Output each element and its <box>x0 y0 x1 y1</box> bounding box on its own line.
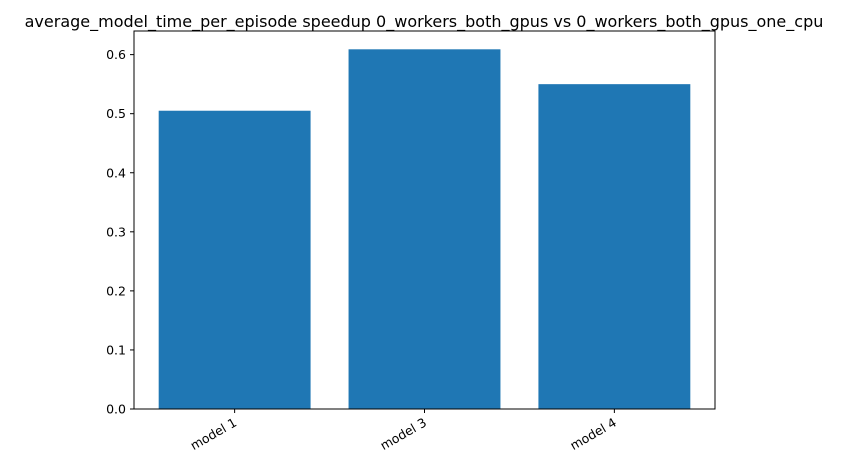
x-tick-label-model-1: model 1 <box>188 415 240 453</box>
x-axis: model 1 model 3 model 4 <box>188 409 619 453</box>
bar-model-4 <box>538 84 691 409</box>
chart-title: average_model_time_per_episode speedup 0… <box>25 12 824 32</box>
y-tick-label: 0.5 <box>106 106 126 121</box>
y-tick-label: 0.1 <box>106 342 126 357</box>
plot-area-frame <box>133 30 716 410</box>
bars-group <box>158 49 691 409</box>
y-tick-label: 0.6 <box>106 47 126 62</box>
x-tick-label-model-4: model 4 <box>567 415 619 453</box>
y-tick-label: 0.2 <box>106 283 126 298</box>
y-tick-label: 0.0 <box>106 402 126 417</box>
x-tick-label-model-3: model 3 <box>377 415 429 453</box>
y-axis: 0.0 0.1 0.2 0.3 0.4 0.5 0.6 <box>106 47 134 417</box>
bar-model-3 <box>348 49 501 409</box>
y-tick-label: 0.4 <box>106 165 126 180</box>
y-tick-label: 0.3 <box>106 224 126 239</box>
bar-model-1 <box>158 110 311 409</box>
